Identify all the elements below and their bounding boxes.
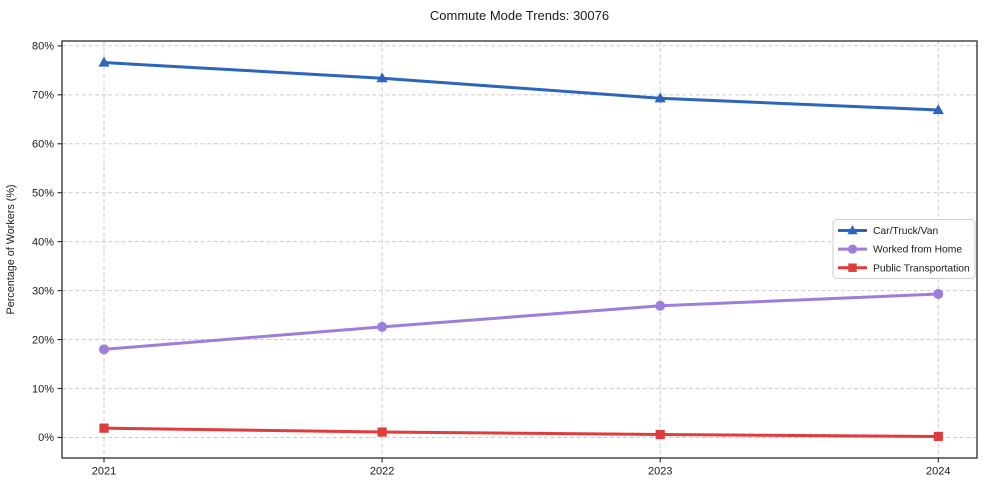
plot-border	[61, 40, 978, 459]
legend-item-public-transportation: Public Transportation	[838, 263, 970, 274]
series-public-transportation	[99, 423, 943, 442]
legend-box	[832, 219, 976, 279]
data-point-car-truck-van	[376, 72, 388, 83]
x-tick-label: 2022	[370, 466, 394, 478]
y-tick-label: 20%	[32, 334, 54, 346]
series-car-truck-van	[98, 56, 944, 115]
data-point-worked-from-home	[933, 289, 944, 300]
data-point-worked-from-home	[99, 344, 109, 355]
y-tick-label: 60%	[32, 139, 54, 151]
legend-label: Car/Truck/Van	[873, 226, 939, 237]
legend-marker-square-icon	[848, 263, 857, 272]
y-axis-label: Percentage of Workers (%)	[5, 184, 17, 314]
data-point-public-transportation	[933, 431, 943, 442]
y-tick-label: 30%	[32, 285, 54, 297]
data-point-car-truck-van	[654, 92, 666, 103]
data-point-public-transportation	[99, 423, 109, 433]
legend-item-worked-from-home: Worked from Home	[838, 244, 962, 256]
data-point-public-transportation	[377, 427, 387, 437]
data-point-worked-from-home	[377, 321, 388, 332]
y-tick-label: 40%	[32, 236, 54, 248]
chart-title: Commute Mode Trends: 30076	[429, 8, 610, 23]
data-point-public-transportation	[655, 429, 665, 440]
y-tick-label: 70%	[32, 90, 54, 102]
x-axis: 2021 2022 2023 2024	[92, 458, 951, 478]
legend-marker-triangle-icon	[847, 225, 858, 235]
data-point-car-truck-van	[98, 56, 110, 67]
legend: Car/Truck/Van Worked from Home Public Tran…	[832, 219, 976, 279]
data-point-worked-from-home	[655, 300, 666, 311]
legend-item-car-truck-van: Car/Truck/Van	[838, 225, 939, 237]
series-line-public-transportation	[102, 426, 940, 438]
y-tick-label: 80%	[32, 41, 54, 53]
data-point-car-truck-van	[932, 104, 944, 115]
y-axis: 0% 10% 20% 30% 40% 50% 60% 70% 80%	[32, 41, 62, 444]
y-tick-label: 50%	[32, 188, 54, 200]
y-tick-label: 10%	[32, 383, 54, 395]
series-line-car-truck-van	[102, 61, 940, 112]
legend-marker-circle-icon	[847, 244, 858, 254]
x-tick-label: 2023	[648, 466, 672, 478]
legend-label: Public Transportation	[873, 263, 970, 274]
series-worked-from-home	[99, 289, 944, 355]
series-line-worked-from-home	[102, 292, 940, 351]
x-tick-label: 2024	[926, 466, 950, 478]
legend-label: Worked from Home	[873, 245, 962, 256]
y-tick-label: 0%	[38, 432, 54, 444]
x-tick-label: 2021	[92, 466, 116, 478]
